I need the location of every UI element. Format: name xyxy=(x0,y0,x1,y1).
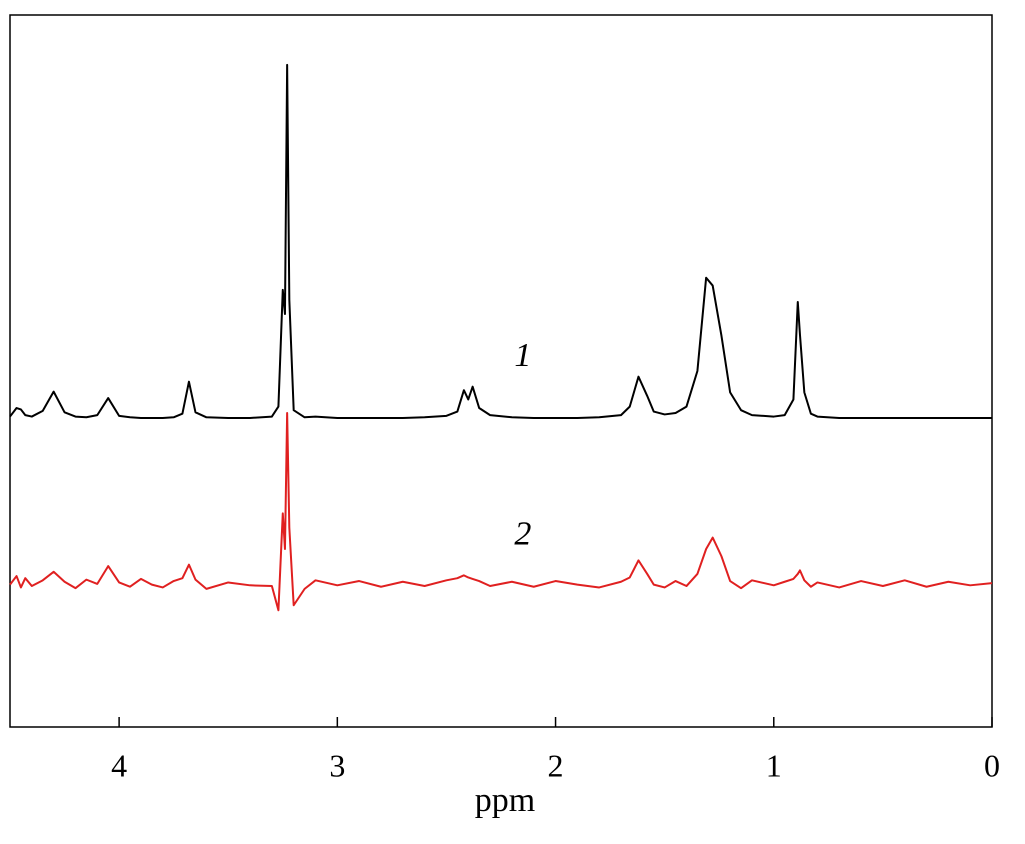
x-tick-label: 0 xyxy=(984,747,1000,783)
x-tick-label: 2 xyxy=(548,747,564,783)
x-tick-label: 1 xyxy=(766,747,782,783)
spectrum-line xyxy=(9,63,992,419)
series-annotation: 2 xyxy=(514,516,531,553)
x-tick-label: 3 xyxy=(329,747,345,783)
plot-frame xyxy=(9,14,993,728)
x-tick-label: 4 xyxy=(111,747,127,783)
x-axis-label: ppm xyxy=(475,782,535,819)
series-annotation: 1 xyxy=(514,337,531,374)
spectrum-line xyxy=(9,412,993,612)
